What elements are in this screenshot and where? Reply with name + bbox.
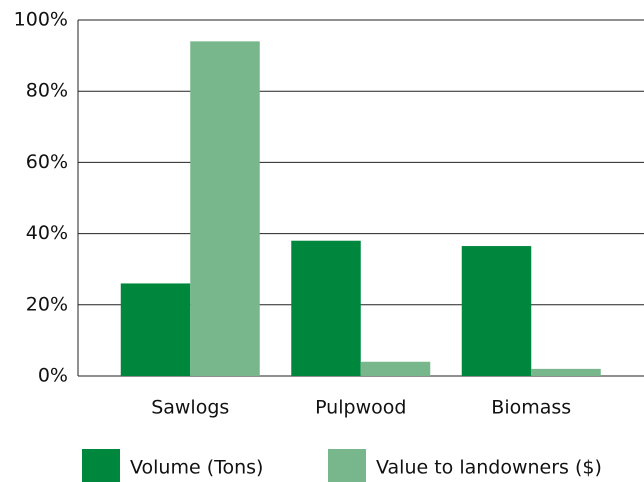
y-tick-label: 80% xyxy=(26,80,68,102)
legend-label: Value to landowners ($) xyxy=(376,457,602,479)
y-tick-label: 20% xyxy=(26,293,68,315)
y-tick-label: 0% xyxy=(38,365,68,387)
bar xyxy=(360,361,431,376)
bar xyxy=(531,368,601,376)
legend-swatch xyxy=(82,449,120,482)
bar xyxy=(190,41,260,377)
x-tick-label: Pulpwood xyxy=(315,397,406,419)
y-tick-label: 60% xyxy=(26,151,68,173)
legend-swatch xyxy=(328,449,366,482)
y-tick-label: 100% xyxy=(14,9,68,31)
x-tick-label: Biomass xyxy=(491,397,571,419)
x-tick-label: Sawlogs xyxy=(151,397,229,419)
legend-label: Volume (Tons) xyxy=(130,457,263,479)
bar xyxy=(291,240,361,376)
y-tick-label: 40% xyxy=(26,222,68,244)
bar xyxy=(120,283,191,376)
bar xyxy=(461,246,532,376)
